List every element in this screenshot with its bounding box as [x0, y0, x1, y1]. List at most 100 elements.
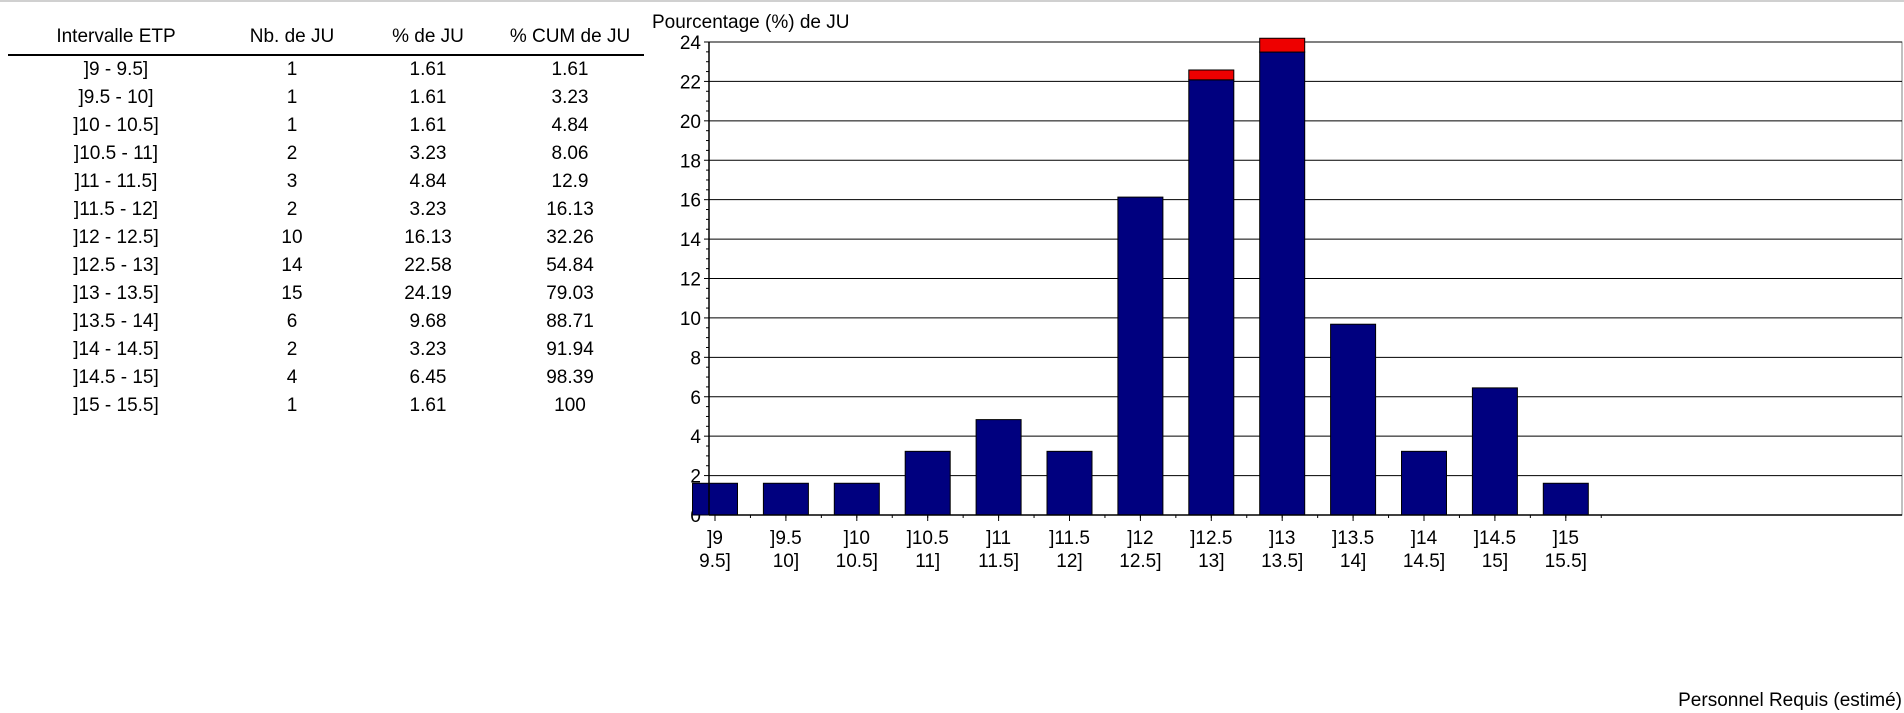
x-tick-label-end: 10] [773, 551, 799, 572]
cell-count: 6 [286, 311, 298, 332]
cell-interval: ]9.5 - 10] [78, 87, 154, 108]
bar [1401, 450, 1447, 516]
cell-count: 15 [281, 283, 303, 304]
cell-interval: ]13.5 - 14] [73, 311, 159, 332]
x-tick-label-end: 12.5] [1119, 551, 1161, 572]
cell-cumulative-percent: 16.13 [546, 199, 594, 220]
table-row: ]11 - 11.5] 3 4.84 12.9 [8, 168, 644, 196]
cell-count: 1 [286, 59, 298, 80]
table-row: ]10 - 10.5] 1 1.61 4.84 [8, 112, 644, 140]
cell-percent: 22.58 [404, 255, 452, 276]
bar-highlight-segment [1188, 69, 1235, 81]
x-tick-label-start: ]14 [1411, 528, 1438, 549]
x-tick-label-start: ]10 [844, 528, 870, 549]
x-tick-label-end: 12] [1056, 551, 1082, 572]
cell-cumulative-percent: 8.06 [551, 143, 589, 164]
distribution-table-panel: Intervalle ETP Nb. de JU % de JU % CUM d… [0, 0, 650, 713]
y-tick-label: 6 [690, 388, 701, 409]
x-axis-title: Personnel Requis (estimé) [1678, 690, 1902, 711]
cell-percent: 9.68 [409, 311, 447, 332]
cell-percent: 1.61 [409, 115, 447, 136]
bar [1542, 482, 1589, 516]
cell-percent: 16.13 [404, 227, 452, 248]
x-tick-label-start: ]13 [1269, 528, 1295, 549]
table-body: ]9 - 9.5] 1 1.61 1.61 ]9.5 - 10] 1 1.61 3.23 ]10… [8, 55, 644, 420]
x-tick-label-start: ]13.5 [1332, 528, 1374, 549]
header-count: Nb. de JU [224, 20, 360, 56]
x-tick-label-end: 14] [1340, 551, 1366, 572]
x-tick-label-end: 14.5] [1403, 551, 1445, 572]
header-cumulative-percent: % CUM de JU [496, 20, 644, 56]
table-header-row: Intervalle ETP Nb. de JU % de JU % CUM d… [8, 20, 644, 56]
cell-interval: ]11 - 11.5] [74, 171, 158, 192]
y-tick-label: 4 [690, 427, 701, 448]
cell-cumulative-percent: 3.23 [551, 87, 589, 108]
cell-cumulative-percent: 88.71 [546, 311, 594, 332]
y-tick-label: 22 [680, 72, 701, 93]
cell-cumulative-percent: 79.03 [546, 283, 594, 304]
cell-percent: 1.61 [409, 59, 447, 80]
cell-percent: 4.84 [409, 171, 447, 192]
cell-interval: ]10.5 - 11] [73, 143, 159, 164]
cell-interval: ]12 - 12.5] [73, 227, 159, 248]
cell-interval: ]12.5 - 13] [73, 255, 159, 276]
bar [833, 482, 880, 516]
x-tick-label-start: ]11 [986, 528, 1011, 549]
cell-cumulative-percent: 91.94 [546, 339, 594, 360]
table-row: ]9 - 9.5] 1 1.61 1.61 [8, 55, 644, 84]
y-axis-title: Pourcentage (%) de JU [652, 12, 850, 33]
table-row: ]12 - 12.5] 10 16.13 32.26 [8, 224, 644, 252]
cell-count: 1 [286, 115, 298, 136]
table-row: ]11.5 - 12] 2 3.23 16.13 [8, 196, 644, 224]
cell-cumulative-percent: 4.84 [551, 115, 589, 136]
x-tick-label-end: 10.5] [836, 551, 878, 572]
top-divider [0, 0, 1904, 2]
cell-interval: ]15 - 15.5] [73, 395, 159, 416]
cell-percent: 6.45 [409, 367, 447, 388]
x-tick-label-end: 11.5] [978, 551, 1019, 572]
y-tick-label: 0 [690, 506, 701, 527]
y-tick-label: 2 [690, 467, 701, 488]
cell-percent: 3.23 [409, 199, 447, 220]
bar [762, 482, 809, 516]
x-tick-label-start: ]11.5 [1049, 528, 1090, 549]
cell-cumulative-percent: 32.26 [546, 227, 594, 248]
cell-interval: ]13 - 13.5] [73, 283, 159, 304]
cell-count: 1 [286, 87, 298, 108]
distribution-table: Intervalle ETP Nb. de JU % de JU % CUM d… [8, 20, 644, 420]
x-tick-label-end: 15] [1482, 551, 1508, 572]
cell-percent: 1.61 [409, 395, 447, 416]
cell-count: 1 [286, 395, 298, 416]
cell-cumulative-percent: 100 [554, 395, 586, 416]
cell-cumulative-percent: 98.39 [546, 367, 594, 388]
table-row: ]10.5 - 11] 2 3.23 8.06 [8, 140, 644, 168]
y-tick-label: 12 [680, 270, 701, 291]
cell-interval: ]10 - 10.5] [73, 115, 159, 136]
x-tick-label-start: ]10.5 [907, 528, 949, 549]
bar [1259, 51, 1306, 516]
table-row: ]9.5 - 10] 1 1.61 3.23 [8, 84, 644, 112]
x-tick-label-start: ]14.5 [1474, 528, 1516, 549]
bar [1188, 79, 1235, 516]
table-row: ]12.5 - 13] 14 22.58 54.84 [8, 252, 644, 280]
cell-count: 2 [286, 339, 298, 360]
cell-percent: 1.61 [409, 87, 447, 108]
cell-count: 10 [281, 227, 303, 248]
cell-interval: ]9 - 9.5] [83, 59, 149, 80]
x-tick-label-start: ]15 [1553, 528, 1579, 549]
x-tick-label-end: 11] [915, 551, 940, 572]
bar [975, 419, 1022, 516]
histogram-chart: Pourcentage (%) de JU Personnel Requis (… [652, 12, 1903, 711]
bar [1330, 323, 1377, 516]
bar [692, 482, 738, 516]
x-tick-label-start: ]12 [1127, 528, 1153, 549]
y-tick-label: 16 [680, 191, 701, 212]
x-tick-label-end: 15.5] [1545, 551, 1587, 572]
cell-cumulative-percent: 1.61 [551, 59, 589, 80]
y-tick-label: 24 [680, 33, 702, 54]
x-tick-label-start: ]9.5 [770, 528, 802, 549]
histogram-panel: Pourcentage (%) de JU Personnel Requis (… [650, 0, 1904, 713]
y-tick-label: 14 [680, 230, 702, 251]
cell-interval: ]14.5 - 15] [73, 367, 159, 388]
x-tick-label-start: ]9 [707, 528, 723, 549]
